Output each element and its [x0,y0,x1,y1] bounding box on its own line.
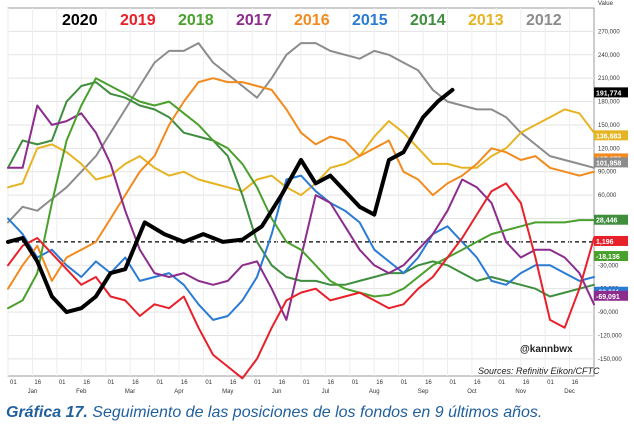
last-value-box [594,290,628,301]
x-tick-label: 01 [303,380,310,386]
legend-item-2020: 2020 [62,12,98,29]
last-value-box [594,214,628,225]
y-axis: Value 270,000 240,000 210,000 180,000 150,000… [598,1,622,363]
last-value-label: 136,683 [596,133,621,140]
x-tick-label: 16 [376,380,383,386]
y-tick-label: -30,000 [598,263,619,269]
y-tick-label: -120,000 [598,333,622,339]
x-tick-label: 16 [279,380,286,386]
series-line-2016 [7,77,595,290]
x-tick-label: 16 [327,380,334,386]
y-axis-label: Value [598,1,614,7]
x-tick-label: 01 [547,380,554,386]
last-value-label: 101,958 [596,160,621,167]
y-tick-label: 150,000 [598,123,620,129]
y-tick-label: 120,000 [598,146,620,152]
x-tick-label: 16 [425,380,432,386]
x-tick-label: 16 [572,380,579,386]
y-tick-label: -90,000 [598,310,619,316]
last-value-label: -69,091 [596,294,620,301]
y-tick-label: 240,000 [598,53,620,59]
last-value-label: -18,136 [596,254,620,261]
series-line-2013 [7,108,595,197]
y-tick-label: 270,000 [598,29,620,35]
legend-item-2013: 2013 [468,12,504,29]
last-value-label: 28,446 [596,218,618,225]
x-tick-label: 01 [254,380,261,386]
series-line-2019 [7,182,595,380]
x-month-label: Oct [467,389,477,395]
legend-item-2018: 2018 [178,12,214,29]
x-tick-label: 01 [157,380,164,386]
legend-item-2014: 2014 [410,12,446,29]
x-tick-label: 01 [205,380,212,386]
x-axis: 01 16 01 16 01 16 01 16 01 16 01 16 01 16 01 16 01 16 01 16… [10,380,579,395]
x-tick-label: 16 [523,380,530,386]
last-value-label: 1,196 [596,239,614,246]
y-tick-label: 210,000 [598,76,620,82]
y-tick-label: 180,000 [598,100,620,106]
caption-number: Gráfica 17. [6,404,88,421]
x-tick-label: 16 [230,380,237,386]
last-value-box [594,130,628,141]
x-month-label: Aug [369,389,380,395]
positions-line-chart: 2020 2019 2018 2017 2016 2015 2014 2013 2012 Val… [6,1,628,395]
x-month-label: Jul [322,389,330,395]
last-value-box [594,251,628,262]
x-tick-label: 01 [450,380,457,386]
legend-item-2015: 2015 [352,12,388,29]
author-watermark: @kannbwx [520,344,573,355]
x-month-label: Jan [28,389,38,395]
y-tick-label: 90,000 [598,170,617,176]
x-tick-label: 01 [10,380,17,386]
x-tick-label: 01 [498,380,505,386]
y-tick-label: -150,000 [598,357,622,363]
last-value-labels: 191,774136,683107,075101,95828,4461,196-… [594,87,628,301]
series-line-2012 [7,42,595,224]
x-month-label: May [222,389,233,395]
legend-item-2012: 2012 [526,12,562,29]
figure-caption: Gráfica 17. Seguimiento de las posicione… [6,404,632,422]
series-line-2015 [7,174,595,321]
legend-item-2017: 2017 [236,12,272,29]
x-tick-label: 16 [132,380,139,386]
x-month-label: Dec [564,389,575,395]
series-line-2020 [6,87,455,315]
x-month-label: Mar [125,389,135,395]
x-tick-label: 01 [108,380,115,386]
last-value-label: 191,774 [596,90,621,97]
legend: 2020 2019 2018 2017 2016 2015 2014 2013 2012 [62,12,562,29]
x-tick-label: 01 [401,380,408,386]
x-tick-label: 16 [34,380,41,386]
series-line-2017 [7,104,595,321]
series-line-2014 [7,81,595,298]
x-tick-label: 16 [474,380,481,386]
x-month-label: Sep [418,389,429,395]
x-tick-label: 16 [181,380,188,386]
x-month-label: Apr [174,389,183,395]
x-tick-label: 16 [83,380,90,386]
last-value-box [594,157,628,168]
caption-text: Seguimiento de las posiciones de los fon… [87,404,543,421]
x-month-label: Nov [515,389,526,395]
series-line-2018 [7,77,595,310]
last-value-box [594,87,628,98]
x-month-label: Jun [272,389,282,395]
x-tick-label: 01 [352,380,359,386]
legend-item-2019: 2019 [120,12,156,29]
grid [7,7,595,377]
y-tick-label: 60,000 [598,193,617,199]
last-value-box [594,235,628,246]
legend-item-2016: 2016 [294,12,330,29]
series-lines [6,42,595,380]
x-tick-label: 01 [59,380,66,386]
x-month-label: Feb [76,389,87,395]
source-note: Sources: Refinitiv Eikon/CFTC [478,366,600,376]
